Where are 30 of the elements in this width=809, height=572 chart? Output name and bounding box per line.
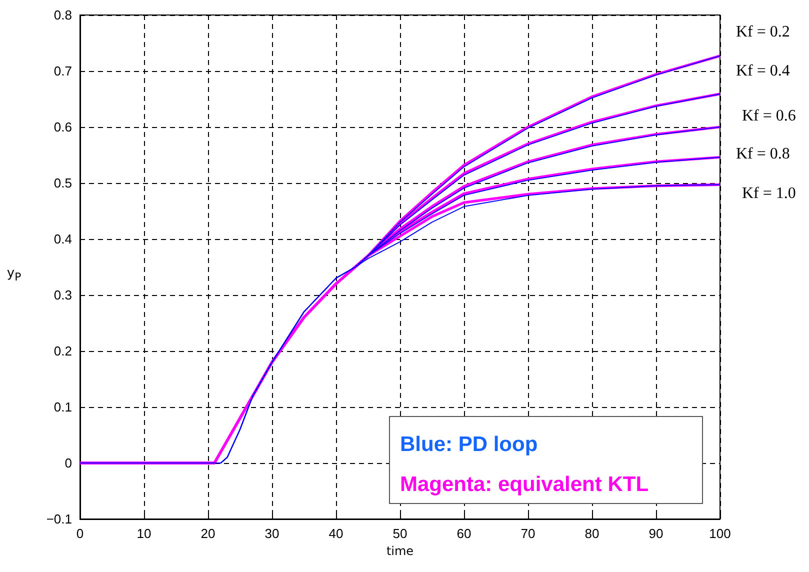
y-tick-label: 0.1 xyxy=(54,400,72,414)
series-label: Kf = 0.6 xyxy=(742,108,796,124)
y-axis-title: y$_{P}$ xyxy=(6,266,22,284)
x-tick-label: 100 xyxy=(709,526,731,541)
series-label: Kf = 0.4 xyxy=(736,62,790,80)
series-label: Kf = 1.0 xyxy=(742,185,796,202)
x-tick-label: 20 xyxy=(200,526,216,541)
x-tick-label: 10 xyxy=(136,526,152,541)
x-axis-title: time xyxy=(386,544,414,558)
series-label: Kf = 0.2 xyxy=(736,23,790,40)
x-tick-label: 80 xyxy=(584,526,600,541)
y-tick-label: −0.1 xyxy=(46,512,72,526)
y-tick-label: 0.7 xyxy=(54,64,72,78)
y-tick-label: 0.3 xyxy=(54,288,72,302)
annotation: Blue: PD loop xyxy=(400,432,539,458)
x-tick-label: 30 xyxy=(264,526,280,541)
y-tick-label: 0.5 xyxy=(54,176,72,190)
x-tick-label: 0 xyxy=(76,526,84,541)
y-tick-label: 0.6 xyxy=(54,120,72,134)
y-tick-label: 0.4 xyxy=(54,232,72,246)
x-tick-label: 60 xyxy=(456,526,472,541)
series-label: Kf = 0.8 xyxy=(736,146,790,163)
y-tick-label: 0.2 xyxy=(54,344,72,358)
y-tick-label: 0 xyxy=(64,456,72,470)
x-tick-label: 70 xyxy=(520,526,536,541)
annotation: Magenta: equivalent KTL xyxy=(400,472,650,498)
x-tick-label: 40 xyxy=(328,526,344,541)
x-tick-label: 90 xyxy=(648,526,664,541)
x-tick-label: 50 xyxy=(392,526,408,541)
y-tick-label: 0.8 xyxy=(54,8,72,22)
